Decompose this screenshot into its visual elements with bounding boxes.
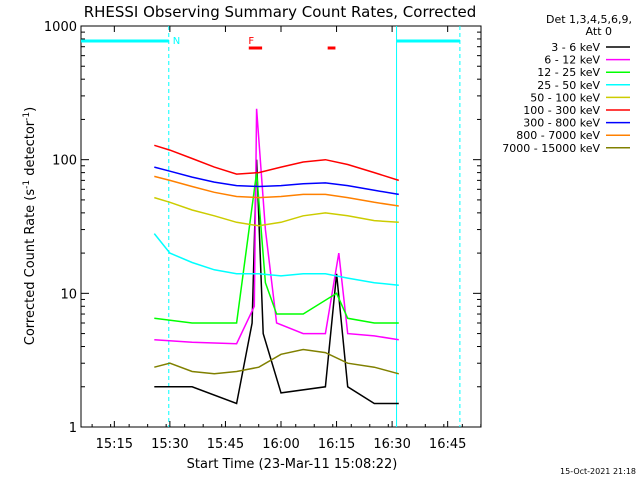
x-axis-label: Start Time (23-Mar-11 15:08:22) [187,457,398,472]
y-tick-label: 1000 [44,20,77,35]
series-line-12-25-kev [154,172,399,324]
x-tick-label: 15:45 [207,437,244,452]
annotation-label-n: N [173,36,180,47]
plot-frame [80,25,482,428]
series-lines [153,108,400,405]
series-line-3-6-kev [154,159,399,405]
series-line-25-50-kev [153,233,399,286]
legend-label: 12 - 25 keV [537,66,600,79]
x-axis-ticks: 15:15 15:30 15:45 16:00 16:15 16:30 16:45 [91,26,482,452]
series-line-800-7000-kev [154,175,399,207]
legend-header-attenuator: Att 0 [586,25,612,38]
series-line-50-100-kev [154,196,399,227]
x-tick-label: 16:30 [373,437,410,452]
x-tick-label: 16:00 [262,437,299,452]
annotation-label-f: F [248,36,254,47]
legend-label: 300 - 800 keV [523,117,600,130]
x-tick-label: 15:15 [96,437,133,452]
series-line-7000-15000-kev [154,348,399,375]
x-tick-label: 16:45 [429,437,466,452]
x-tick-label: 16:15 [318,437,355,452]
series-line-6-12-kev [154,108,399,345]
legend-header-detectors: Det 1,3,4,5,6,9, [546,13,632,26]
chart-title: RHESSI Observing Summary Count Rates, Co… [84,3,477,21]
legend-label: 800 - 7000 keV [516,129,600,142]
y-tick-label: 10 [60,287,77,302]
x-tick-label: 15:30 [151,437,188,452]
legend-label: 100 - 300 keV [523,104,600,117]
legend-label: 3 - 6 keV [551,41,600,54]
legend-label: 50 - 100 keV [530,91,600,104]
y-tick-label: 100 [52,154,77,169]
y-axis-ticks: 1 10 100 1000 [44,20,481,436]
legend-label: 25 - 50 keV [537,79,600,92]
series-line-100-300-kev [154,144,400,182]
legend-label: 6 - 12 keV [544,54,600,67]
y-tick-label: 1 [69,421,77,436]
footer-timestamp: 15-Oct-2021 21:18 [560,467,636,476]
y-axis-label: Corrected Count Rate (s-1 detector-1) [22,107,38,345]
series-line-300-800-kev [154,166,399,196]
legend-label: 7000 - 15000 keV [502,142,600,155]
